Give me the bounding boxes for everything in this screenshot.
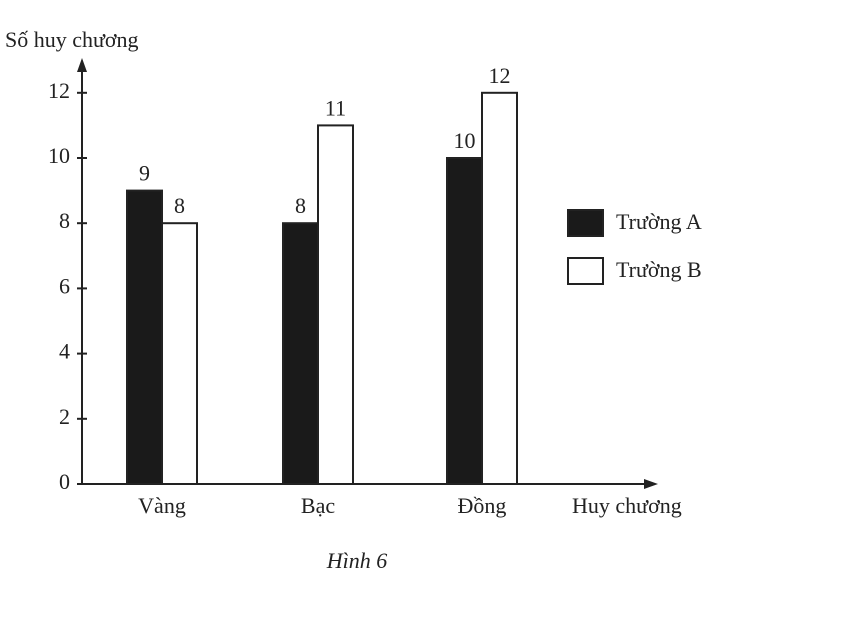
data-label: 8: [295, 193, 306, 218]
y-tick-label: 4: [59, 339, 70, 364]
data-label: 12: [489, 63, 511, 88]
legend-swatch: [567, 257, 604, 285]
bar: [161, 222, 198, 485]
bar: [481, 91, 518, 486]
y-axis-label: Số huy chương: [5, 27, 139, 52]
bar: [126, 189, 163, 485]
y-tick-label: 0: [59, 469, 70, 494]
data-label: 10: [454, 128, 476, 153]
caption: Hình 6: [326, 548, 388, 573]
legend-label: Trường A: [616, 209, 702, 234]
bar: [282, 222, 319, 485]
legend-swatch: [567, 209, 604, 237]
data-label: 11: [325, 95, 346, 120]
x-axis-label: Huy chương: [572, 493, 682, 518]
y-tick-label: 10: [48, 143, 70, 168]
x-tick-label: Đồng: [458, 493, 507, 518]
bar: [446, 157, 483, 485]
bar: [317, 124, 354, 486]
x-tick-label: Vàng: [138, 493, 186, 518]
data-label: 9: [139, 161, 150, 186]
data-label: 8: [174, 193, 185, 218]
x-tick-label: Bạc: [301, 493, 335, 518]
y-tick-label: 8: [59, 208, 70, 233]
legend-label: Trường B: [616, 257, 702, 282]
y-tick-label: 12: [48, 78, 70, 103]
y-axis-arrow: [77, 58, 87, 72]
x-axis-arrow: [644, 479, 658, 489]
y-tick-label: 6: [59, 273, 70, 298]
y-tick-label: 2: [59, 404, 70, 429]
